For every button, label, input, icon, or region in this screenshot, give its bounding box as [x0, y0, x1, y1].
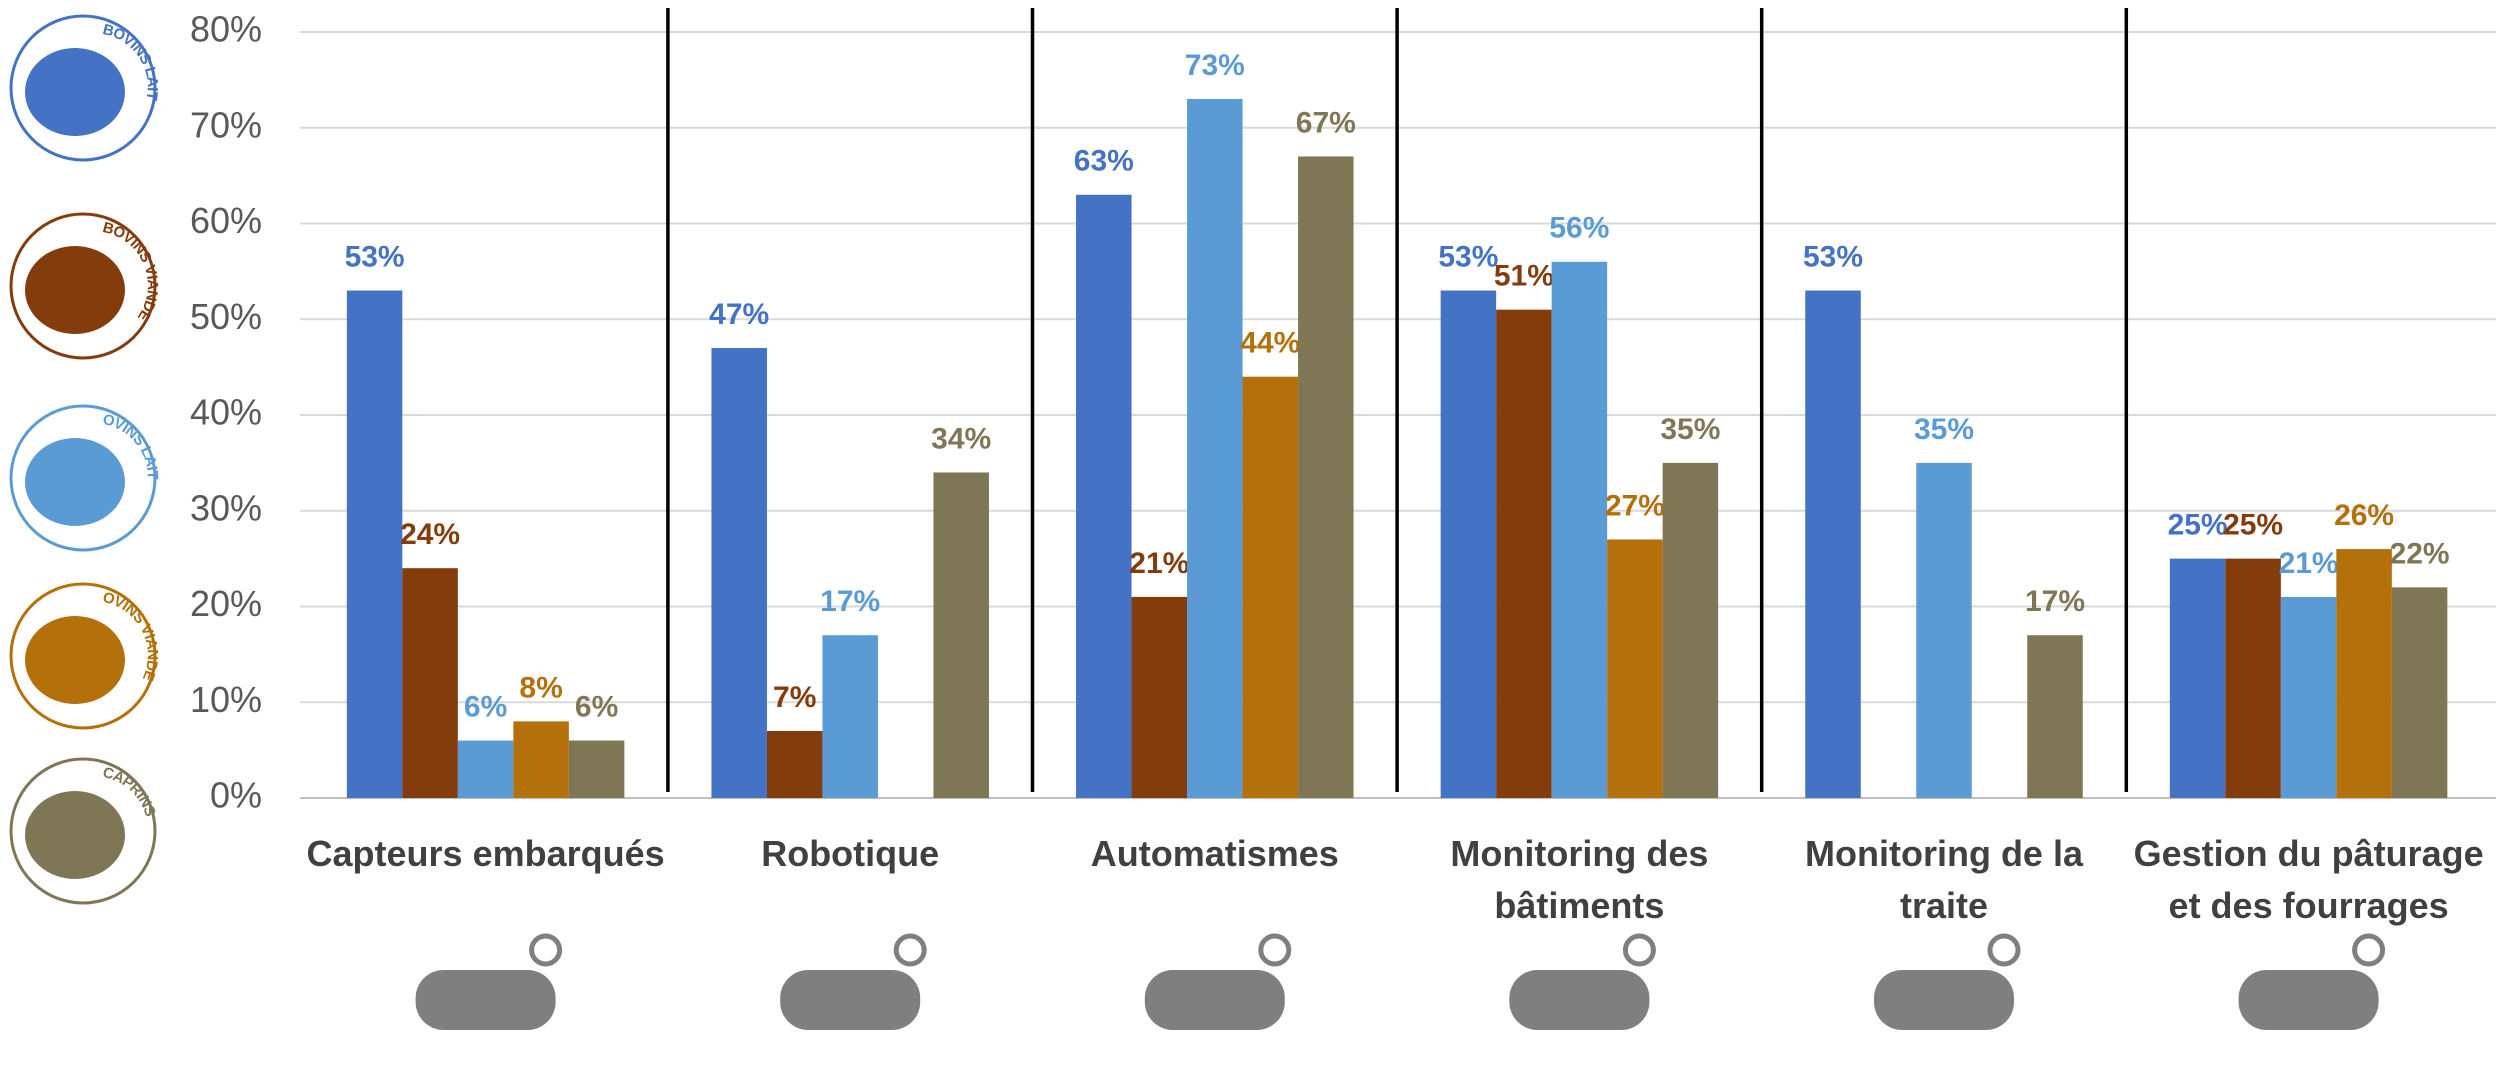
value-label: 6%: [464, 690, 507, 723]
legend-item: CAPRINS: [9, 757, 159, 905]
value-label: 25%: [2168, 509, 2228, 542]
x-tick-label: Capteurs embarqués: [306, 833, 665, 874]
y-tick-label: 50%: [190, 296, 262, 337]
legend-animal: [25, 791, 125, 879]
icon-shape: [1144, 970, 1285, 1030]
category-icon: [1144, 933, 1292, 1030]
category-icon: [2238, 933, 2386, 1030]
icon-shape: [893, 933, 927, 967]
bar: [2280, 596, 2337, 798]
bar: [1551, 261, 1608, 798]
legend-item: OVINS LAIT: [9, 404, 161, 552]
icon-shape: [529, 933, 563, 967]
icon-shape: [1622, 933, 1656, 967]
bar: [1496, 309, 1552, 798]
bar: [2027, 635, 2083, 798]
x-tick-label: Monitoring des bâtiments: [1450, 833, 1709, 926]
bar: [1131, 596, 1188, 798]
value-label: 21%: [1129, 547, 1189, 580]
icon-shape: [780, 970, 921, 1030]
value-label: 17%: [820, 585, 880, 618]
legend-item: OVINS VIANDE: [9, 582, 161, 730]
icon-shape: [1509, 970, 1650, 1030]
value-label: 35%: [1660, 413, 1720, 446]
value-label: 6%: [575, 690, 618, 723]
value-label: 53%: [1438, 240, 1498, 273]
bar: [568, 740, 625, 798]
value-label: 73%: [1185, 49, 1245, 82]
legend-animal: [25, 616, 125, 704]
bar: [402, 568, 458, 798]
legend-item: BOVINS VIANDE: [9, 212, 161, 360]
x-tick-label: Gestion du pâturage et des fourrages: [2133, 833, 2484, 926]
value-label: 21%: [2279, 547, 2339, 580]
y-tick-label: 0%: [210, 775, 262, 816]
bar: [2336, 549, 2392, 798]
value-label: 7%: [773, 681, 816, 714]
legend-animal: [25, 438, 125, 526]
icon-shape: [1258, 933, 1292, 967]
y-tick-label: 30%: [190, 487, 262, 528]
value-label: 47%: [709, 298, 769, 331]
value-label: 34%: [931, 422, 991, 455]
icon-shape: [1987, 933, 2021, 967]
icon-shape: [415, 970, 556, 1030]
value-label: 56%: [1549, 212, 1609, 245]
value-label: 63%: [1074, 145, 1134, 178]
icon-shape: [2238, 970, 2379, 1030]
value-label: 35%: [1914, 413, 1974, 446]
y-tick-label: 20%: [190, 583, 262, 624]
value-label: 53%: [345, 240, 405, 273]
value-label: 8%: [519, 671, 562, 704]
legend-animal: [25, 246, 125, 334]
value-label: 26%: [2334, 499, 2394, 532]
bar: [2391, 587, 2448, 798]
y-tick-label: 60%: [190, 200, 262, 241]
bar: [822, 635, 878, 798]
bar: [1916, 462, 1972, 798]
bar: [513, 721, 569, 798]
legend-item: BOVINS LAIT: [9, 14, 161, 162]
y-tick-label: 40%: [190, 392, 262, 433]
value-label: 22%: [2390, 537, 2450, 570]
bar: [711, 347, 767, 798]
bar: [2225, 558, 2281, 798]
icon-shape: [2352, 933, 2386, 967]
value-label: 51%: [1494, 260, 1554, 293]
value-label: 67%: [1296, 106, 1356, 139]
x-tick-label: Robotique: [761, 833, 940, 874]
bar: [933, 472, 989, 798]
bar: [1076, 194, 1132, 798]
bar: [457, 740, 514, 798]
y-tick-label: 80%: [190, 9, 262, 50]
bar: [766, 730, 823, 798]
category-icon: [1874, 933, 2021, 1030]
x-tick-label: Monitoring de la traite: [1805, 833, 2083, 926]
bar: [346, 290, 403, 798]
value-label: 25%: [2223, 509, 2283, 542]
bar: [2169, 558, 2226, 798]
value-label: 44%: [1240, 327, 1300, 360]
legend-animal: [25, 48, 125, 136]
value-label: 53%: [1803, 240, 1863, 273]
bar: [1298, 156, 1354, 799]
bar: [1662, 462, 1719, 798]
value-label: 27%: [1605, 489, 1665, 522]
value-label: 17%: [2025, 585, 2085, 618]
x-tick-label: Automatismes: [1090, 833, 1339, 874]
icon-shape: [1874, 970, 2014, 1030]
value-label: 24%: [400, 518, 460, 551]
category-icon: [780, 933, 927, 1030]
y-tick-label: 70%: [190, 104, 262, 145]
bar: [1187, 99, 1243, 798]
y-tick-label: 10%: [190, 679, 262, 720]
bar: [1242, 376, 1299, 798]
category-icon: [415, 933, 563, 1030]
category-icon: [1509, 933, 1656, 1030]
bar: [1805, 290, 1861, 798]
bar: [1607, 539, 1663, 798]
bar: [1440, 290, 1497, 798]
